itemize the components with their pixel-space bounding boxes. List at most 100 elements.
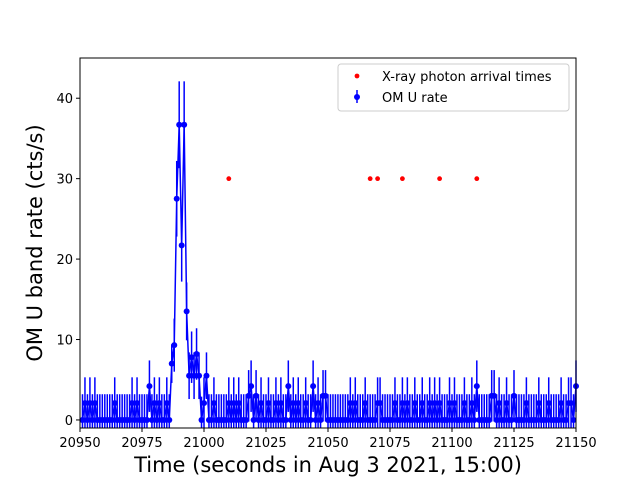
- om-rate-point: [84, 416, 91, 423]
- om-rate-point: [91, 400, 98, 407]
- om-rate-point: [196, 372, 203, 379]
- om-rate-point: [473, 383, 480, 390]
- om-rate-point: [501, 416, 508, 423]
- om-rate-point: [129, 400, 136, 407]
- om-rate-point: [111, 400, 118, 407]
- om-rate-point: [310, 383, 317, 390]
- om-rate-point: [493, 416, 500, 423]
- om-rate-point: [188, 354, 195, 361]
- om-rate-point: [359, 416, 366, 423]
- x-axis-title: Time (seconds in Aug 3 2021, 15:00): [133, 453, 522, 477]
- legend-om-marker: [354, 94, 360, 100]
- om-rate-point: [389, 416, 396, 423]
- legend-xray-label: X-ray photon arrival times: [382, 70, 552, 85]
- om-rate-point: [312, 416, 319, 423]
- om-rate-point: [81, 400, 88, 407]
- y-tick-label: 20: [56, 253, 73, 268]
- om-rate-point: [168, 360, 175, 367]
- om-rate-point: [290, 400, 297, 407]
- om-rate-point: [272, 400, 279, 407]
- om-rate-point: [426, 400, 433, 407]
- om-rate-point: [292, 416, 299, 423]
- x-tick-label: 21075: [369, 436, 410, 451]
- om-rate-point: [270, 416, 277, 423]
- legend: X-ray photon arrival times OM U rate: [337, 63, 570, 112]
- om-rate-point: [307, 416, 314, 423]
- om-rate-point: [193, 351, 200, 357]
- om-rate-point: [503, 400, 510, 407]
- om-rate-point: [436, 400, 443, 407]
- x-tick-label: 21125: [493, 436, 534, 451]
- plot-frame: [79, 57, 577, 429]
- legend-box: [337, 63, 570, 112]
- om-rate-point: [302, 400, 309, 407]
- om-rate-point: [230, 400, 237, 407]
- om-rate-point: [233, 416, 240, 423]
- om-rate-point: [568, 400, 575, 407]
- om-rate-point: [468, 400, 475, 407]
- om-rate-point: [362, 400, 369, 407]
- om-rate-point: [131, 416, 138, 423]
- om-rate-point: [352, 400, 359, 407]
- om-rate-point: [126, 416, 133, 423]
- om-rate-point: [208, 416, 215, 423]
- y-tick-label: 0: [65, 414, 73, 429]
- om-rate-point: [245, 392, 252, 399]
- x-tick-label: 21150: [555, 436, 596, 451]
- om-rate-point: [424, 416, 431, 423]
- om-rate-point: [545, 400, 552, 407]
- y-axis: 0 10 20 30 40: [56, 92, 80, 429]
- om-rate-point: [533, 416, 540, 423]
- om-rate-point: [253, 392, 260, 399]
- om-rate-point: [409, 416, 416, 423]
- om-rate-point: [171, 342, 178, 349]
- om-rate-point: [258, 400, 265, 407]
- om-rate-point: [109, 416, 116, 423]
- om-rate-point: [79, 416, 86, 423]
- om-rate-point: [173, 195, 180, 202]
- om-rate-point: [275, 416, 282, 423]
- om-rate-point: [248, 383, 255, 390]
- x-tick-label: 21050: [307, 436, 348, 451]
- xray-arrival-point: [226, 176, 232, 182]
- om-rate-point: [183, 308, 190, 315]
- xray-arrival-point: [400, 176, 405, 182]
- om-rate-point: [156, 400, 163, 407]
- y-axis-title: OM U band rate (cts/s): [23, 124, 47, 361]
- om-rate-point: [449, 416, 455, 423]
- y-tick-label: 10: [56, 334, 73, 349]
- om-rate-point: [255, 416, 262, 423]
- om-rate-point: [563, 416, 570, 423]
- om-rate-point: [223, 416, 230, 423]
- om-rate-point: [250, 416, 257, 423]
- om-rate-point: [151, 400, 158, 407]
- om-rate-point: [419, 400, 426, 407]
- om-rate-point: [429, 416, 436, 423]
- y-tick-label: 30: [56, 173, 73, 188]
- om-rate-point: [315, 400, 322, 407]
- om-rate-point: [558, 400, 565, 407]
- om-rate-point: [508, 416, 515, 423]
- om-rate-point: [186, 372, 193, 379]
- y-tick-label: 40: [56, 92, 73, 107]
- om-rate-point: [344, 416, 351, 423]
- om-rate-point: [491, 392, 498, 399]
- plot-area: [80, 58, 576, 428]
- om-rate-point: [153, 416, 160, 423]
- om-rate-point: [163, 400, 170, 407]
- om-rate-point: [203, 372, 210, 379]
- xray-arrival-point: [437, 176, 442, 182]
- om-rate-point: [210, 400, 217, 407]
- om-rate-point: [391, 400, 398, 407]
- om-rate-point: [181, 121, 188, 128]
- om-rate-point: [161, 416, 168, 423]
- x-tick-label: 20975: [121, 436, 162, 451]
- om-rate-point: [451, 400, 458, 407]
- om-rate-point: [377, 400, 384, 407]
- om-rate-point: [146, 383, 153, 390]
- om-rate-point: [523, 400, 530, 407]
- om-rate-point: [486, 416, 493, 423]
- om-rate-point: [471, 416, 478, 423]
- om-rate-point: [411, 400, 418, 407]
